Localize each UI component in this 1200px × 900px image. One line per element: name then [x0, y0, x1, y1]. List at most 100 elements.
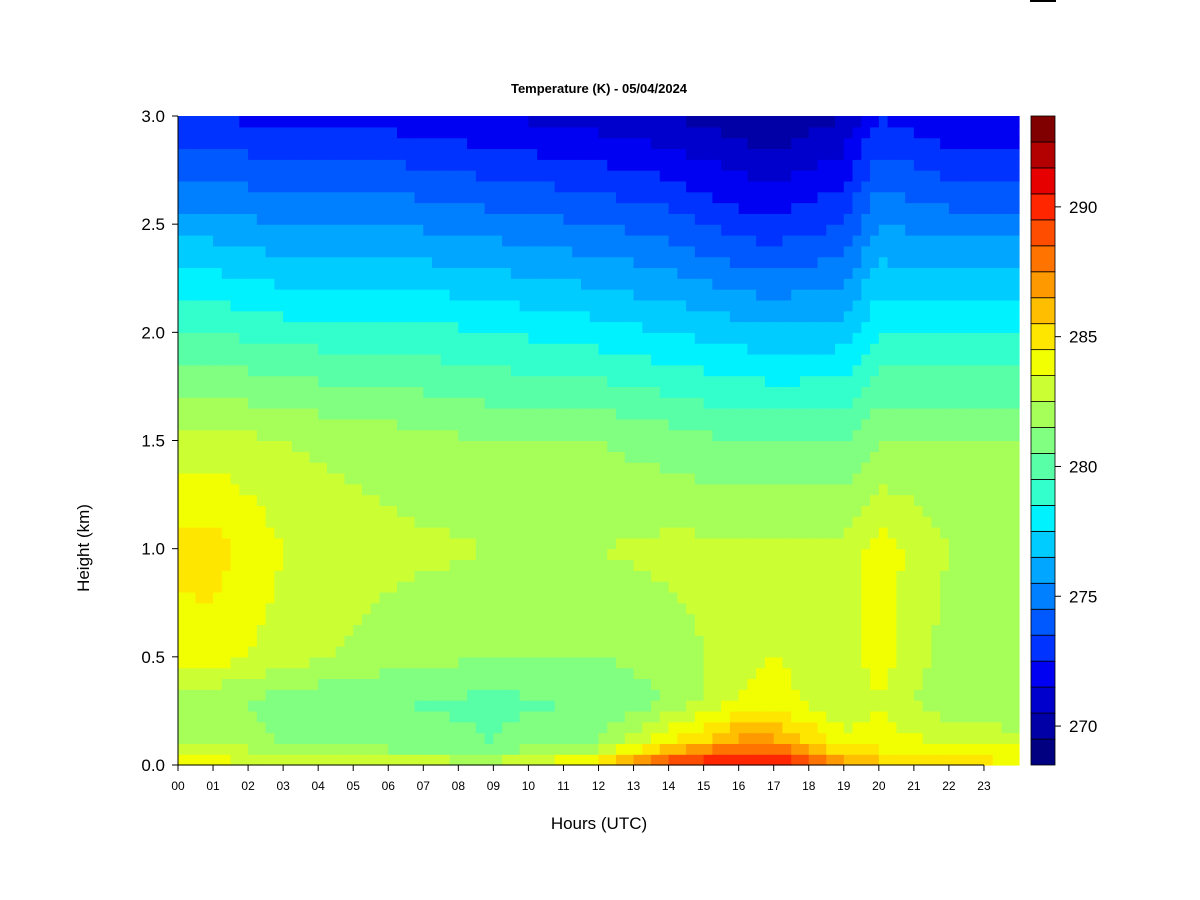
heatmap-cell: [589, 440, 600, 452]
heatmap-cell: [309, 343, 319, 355]
heatmap-cell: [896, 353, 906, 366]
heatmap-cell: [309, 451, 319, 463]
heatmap-cell: [318, 397, 328, 409]
heatmap-cell: [887, 386, 897, 398]
heatmap-cell: [326, 472, 337, 485]
heatmap-cell: [178, 548, 188, 561]
heatmap-cell: [703, 332, 713, 344]
heatmap-cell: [791, 559, 801, 571]
heatmap-cell: [344, 721, 354, 734]
heatmap-cell: [870, 418, 880, 431]
heatmap-cell: [554, 548, 565, 561]
heatmap-cell: [440, 581, 451, 593]
heatmap-cell: [729, 624, 740, 636]
heatmap-cell: [826, 656, 836, 669]
heatmap-cell: [414, 754, 424, 766]
heatmap-cell: [607, 159, 617, 171]
heatmap-cell: [712, 267, 722, 279]
heatmap-cell: [291, 689, 302, 701]
heatmap-cell: [712, 299, 722, 312]
heatmap-cell: [256, 451, 267, 463]
heatmap-cell: [607, 537, 617, 550]
heatmap-cell: [265, 602, 275, 615]
heatmap-cell: [265, 591, 275, 604]
heatmap-cell: [624, 656, 635, 669]
heatmap-cell: [686, 494, 696, 506]
heatmap-cell: [248, 656, 258, 669]
heatmap-cell: [344, 440, 354, 452]
heatmap-cell: [782, 483, 792, 496]
heatmap-cell: [397, 213, 407, 225]
heatmap-cell: [764, 353, 775, 366]
heatmap-cell: [651, 202, 661, 214]
heatmap-cell: [572, 516, 582, 528]
heatmap-cell: [773, 754, 784, 766]
heatmap-cell: [624, 180, 635, 193]
heatmap-cell: [773, 224, 784, 236]
heatmap-cell: [773, 321, 784, 333]
heatmap-cell: [265, 364, 275, 377]
heatmap-cell: [283, 321, 293, 333]
heatmap-cell: [309, 754, 319, 766]
heatmap-cell: [335, 116, 346, 128]
heatmap-cell: [484, 375, 494, 388]
heatmap-cell: [607, 343, 617, 355]
heatmap-cell: [852, 732, 862, 744]
heatmap-cell: [353, 689, 363, 701]
heatmap-cell: [659, 278, 670, 290]
heatmap-cell: [861, 310, 871, 323]
heatmap-cell: [493, 116, 503, 128]
heatmap-cell: [861, 418, 871, 431]
heatmap-cell: [186, 364, 197, 377]
heatmap-cell: [589, 126, 600, 139]
heatmap-cell: [265, 483, 275, 496]
heatmap-cell: [239, 602, 249, 615]
heatmap-cell: [326, 299, 337, 312]
heatmap-cell: [204, 462, 214, 474]
heatmap-cell: [835, 148, 845, 160]
heatmap-cell: [221, 689, 232, 701]
heatmap-cell: [309, 656, 319, 669]
heatmap-cell: [887, 527, 897, 539]
heatmap-cell: [440, 754, 451, 766]
heatmap-cell: [703, 710, 713, 723]
heatmap-cell: [178, 289, 188, 301]
heatmap-cell: [651, 234, 661, 247]
heatmap-cell: [256, 375, 267, 388]
heatmap-cell: [274, 191, 284, 204]
heatmap-cell: [274, 537, 284, 550]
heatmap-cell: [397, 180, 407, 193]
heatmap-cell: [861, 505, 871, 517]
heatmap-cell: [554, 462, 565, 474]
heatmap-cell: [712, 159, 722, 171]
heatmap-cell: [405, 310, 416, 323]
heatmap-cell: [326, 234, 337, 247]
heatmap-cell: [353, 472, 363, 485]
heatmap-cell: [230, 180, 240, 193]
heatmap-cell: [388, 613, 398, 625]
heatmap-cell: [633, 516, 643, 528]
heatmap-cell: [414, 180, 424, 193]
heatmap-cell: [677, 353, 687, 366]
heatmap-cell: [580, 462, 591, 474]
heatmap-cell: [397, 418, 407, 431]
heatmap-cell: [274, 170, 284, 182]
heatmap-cell: [318, 332, 328, 344]
heatmap-cell: [677, 116, 687, 128]
heatmap-cell: [616, 116, 626, 128]
heatmap-cell: [861, 234, 871, 247]
heatmap-cell: [729, 591, 740, 604]
heatmap-cell: [545, 548, 556, 561]
heatmap-cell: [659, 299, 670, 312]
heatmap-cell: [852, 137, 862, 150]
heatmap-cell: [694, 429, 705, 442]
heatmap-cell: [589, 137, 600, 150]
heatmap-cell: [835, 732, 845, 744]
heatmap-cell: [782, 635, 792, 647]
heatmap-cell: [580, 343, 591, 355]
heatmap-cell: [799, 213, 810, 225]
heatmap-cell: [756, 451, 766, 463]
heatmap-cell: [414, 310, 424, 323]
heatmap-cell: [686, 700, 696, 712]
heatmap-cell: [799, 570, 810, 582]
